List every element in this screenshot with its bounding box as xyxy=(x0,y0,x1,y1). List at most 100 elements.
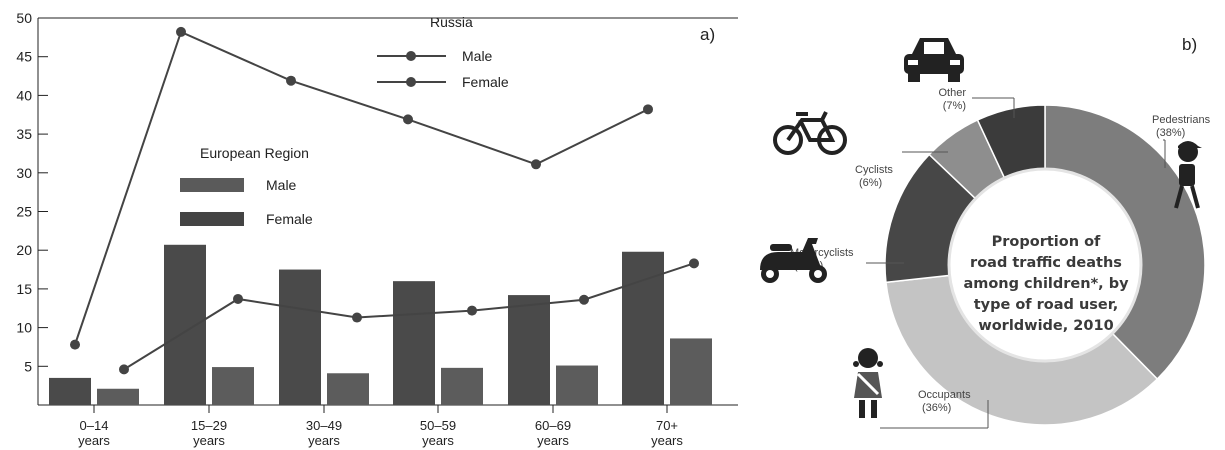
center-line: Proportion of xyxy=(991,234,1101,250)
legend-swatch xyxy=(180,212,244,226)
donut-center-text: Proportion of road traffic deaths among … xyxy=(958,232,1134,337)
pedestrian-cap xyxy=(1178,141,1202,148)
bar-female xyxy=(212,367,254,405)
legend-label: Female xyxy=(266,211,313,227)
pedestrian-icon xyxy=(1174,141,1202,209)
car-body xyxy=(904,54,964,74)
child-leg xyxy=(871,400,877,418)
russia-male-point xyxy=(643,104,653,115)
car-icon xyxy=(904,38,964,82)
center-line: among children*, by xyxy=(963,276,1129,292)
x-tick-label: 50–59 xyxy=(420,418,456,433)
bicycle-icon xyxy=(773,111,847,155)
bar-male xyxy=(164,244,206,405)
x-tick-label: years xyxy=(537,433,569,448)
car-wheel xyxy=(948,72,960,82)
russia-female-point xyxy=(119,364,129,375)
x-tick-label: 30–49 xyxy=(306,418,342,433)
slice-pct: (36%) xyxy=(922,402,951,414)
bar-male xyxy=(508,295,550,405)
russia-male-point xyxy=(403,114,413,125)
center-line: road traffic deaths xyxy=(970,255,1122,271)
slice-label: Cyclists xyxy=(855,164,893,176)
y-tick-label: 45 xyxy=(16,49,32,65)
x-tick-label: 15–29 xyxy=(191,418,227,433)
x-tick-label: 60–69 xyxy=(535,418,571,433)
center-line: worldwide, 2010 xyxy=(978,318,1114,334)
x-tick-label: 0–14 xyxy=(80,418,109,433)
russia-male-line xyxy=(74,30,649,345)
scooter-icon xyxy=(760,238,827,283)
bar-female xyxy=(556,365,598,405)
y-tick-label: 35 xyxy=(16,126,32,142)
slice-label: Other xyxy=(938,87,966,99)
bar-male xyxy=(49,377,91,405)
bar-female xyxy=(97,388,139,405)
panel-label-a: a) xyxy=(700,25,715,44)
y-tick-label: 40 xyxy=(16,87,32,103)
center-line: type of road user, xyxy=(973,297,1119,313)
bar-female xyxy=(670,338,712,405)
russia-female-point xyxy=(467,305,477,316)
bar-female xyxy=(327,373,369,405)
child-head xyxy=(858,348,878,368)
bar-female xyxy=(441,367,483,405)
car-light xyxy=(908,60,918,65)
x-tick-label: years xyxy=(308,433,340,448)
scooter-hub xyxy=(766,270,774,278)
y-tick-label: 15 xyxy=(16,281,32,297)
russia-male-point xyxy=(176,26,186,37)
child-occupant-icon xyxy=(853,348,883,418)
russia-male-point xyxy=(70,339,80,350)
car-window xyxy=(924,42,944,54)
russia-female-point xyxy=(352,312,362,323)
bike-frame xyxy=(786,118,836,142)
pedestrian-leg xyxy=(1174,185,1184,209)
russia-female-line xyxy=(123,262,695,371)
pedestrian-leg xyxy=(1190,185,1200,209)
legend-label: Male xyxy=(266,177,297,193)
y-tick-label: 50 xyxy=(16,10,32,26)
y-tick-label: 25 xyxy=(16,204,32,220)
russia-female-point xyxy=(579,294,589,305)
y-tick-label: 20 xyxy=(16,242,32,258)
bike-wheel xyxy=(773,125,803,155)
car-wheel xyxy=(908,72,920,82)
legend-marker xyxy=(406,77,416,87)
child-pigtail xyxy=(877,361,883,367)
legend-label: Female xyxy=(462,74,509,90)
slice-pct: (7%) xyxy=(943,100,966,112)
russia-male-point xyxy=(286,75,296,86)
legend-label: Male xyxy=(462,48,493,64)
russia-male-point xyxy=(531,159,541,170)
child-seatbelt xyxy=(856,372,880,396)
car-light xyxy=(950,60,960,65)
x-tick-label: years xyxy=(193,433,225,448)
x-tick-label: years xyxy=(78,433,110,448)
x-tick-label: years xyxy=(422,433,454,448)
bar-male xyxy=(393,281,435,405)
y-tick-label: 5 xyxy=(24,358,32,374)
slice-pct: (38%) xyxy=(1156,127,1185,139)
slice-label: Pedestrians xyxy=(1152,114,1211,126)
scooter-seat xyxy=(770,244,792,251)
scooter-body xyxy=(760,238,822,270)
legend-swatch xyxy=(180,178,244,192)
bar-legend-title: European Region xyxy=(200,145,309,161)
scooter-hub xyxy=(814,270,822,278)
donut-hole xyxy=(947,167,1143,363)
bar-male xyxy=(279,269,321,405)
bar-male xyxy=(622,251,664,405)
y-tick-label: 10 xyxy=(16,320,32,336)
x-tick-label: years xyxy=(651,433,683,448)
slice-label: Occupants xyxy=(918,389,971,401)
legend-marker xyxy=(406,51,416,61)
slice-pct: (6%) xyxy=(859,177,882,189)
child-pigtail xyxy=(853,361,859,367)
pedestrian-body xyxy=(1179,164,1195,186)
y-tick-label: 30 xyxy=(16,165,32,181)
panel-label-b: b) xyxy=(1182,35,1197,54)
